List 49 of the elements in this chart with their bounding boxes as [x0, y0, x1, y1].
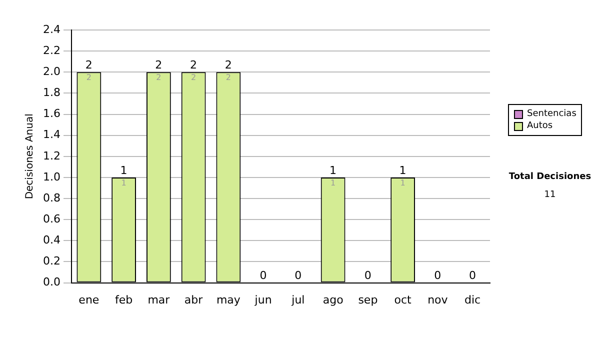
- y-tick-label: 2.2: [42, 44, 60, 57]
- y-tick-label: 1.4: [42, 128, 60, 142]
- x-tick-label: jul: [290, 293, 305, 306]
- total-label: 2: [224, 58, 232, 72]
- x-tick-label: ene: [78, 293, 100, 306]
- y-tick-label: 1.0: [42, 170, 60, 184]
- x-tick-label: nov: [428, 293, 448, 306]
- total-label: 0: [364, 269, 372, 282]
- total-label: 1: [120, 164, 128, 177]
- y-tick-label: 1.6: [42, 107, 60, 120]
- text: 11: [543, 190, 557, 200]
- total-label: 1: [399, 164, 406, 177]
- data-label: 2: [226, 73, 231, 82]
- y-tick-label: 0.4: [42, 234, 60, 247]
- total-label: 2: [190, 58, 198, 72]
- legend-label: Sentencias: [526, 108, 576, 120]
- y-tick-label: 0.6: [42, 212, 60, 226]
- x-tick-label: may: [216, 293, 241, 306]
- y-axis-title: Decisiones Anual: [24, 114, 36, 200]
- data-label: 1: [400, 178, 406, 188]
- total-label: 0: [469, 269, 476, 282]
- x-tick-label: sep: [358, 293, 378, 306]
- x-tick-label: abr: [184, 293, 204, 306]
- total-label: 2: [85, 58, 92, 72]
- x-tick-label: jun: [254, 293, 272, 306]
- total-label: 0: [294, 269, 302, 282]
- y-tick-label: 1.8: [42, 86, 60, 100]
- x-tick-label: dic: [464, 293, 481, 306]
- data-label: 1: [330, 178, 336, 188]
- data-label: 2: [156, 73, 162, 82]
- total-label: 2: [155, 58, 162, 72]
- x-tick-label: oct: [394, 293, 412, 306]
- x-tick-label: feb: [114, 293, 133, 306]
- total-label: 1: [330, 164, 337, 177]
- total-label: 0: [434, 269, 442, 282]
- y-tick-label: 1.2: [42, 149, 60, 162]
- x-tick-label: mar: [148, 293, 170, 306]
- data-label: 1: [121, 178, 126, 188]
- y-tick-label: 0.8: [42, 191, 60, 204]
- y-tick-label: 0.2: [42, 254, 60, 268]
- total-label: 0: [260, 269, 267, 282]
- data-label: 2: [191, 73, 196, 82]
- legend-label: Autos: [526, 120, 554, 132]
- data-label: 2: [86, 73, 92, 82]
- y-tick-label: 2.4: [42, 22, 60, 36]
- x-tick-label: ago: [322, 293, 344, 306]
- y-tick-label: 2.0: [42, 64, 60, 78]
- y-tick-label: 0.0: [42, 276, 60, 289]
- text: Total Decisiones: [508, 172, 592, 182]
